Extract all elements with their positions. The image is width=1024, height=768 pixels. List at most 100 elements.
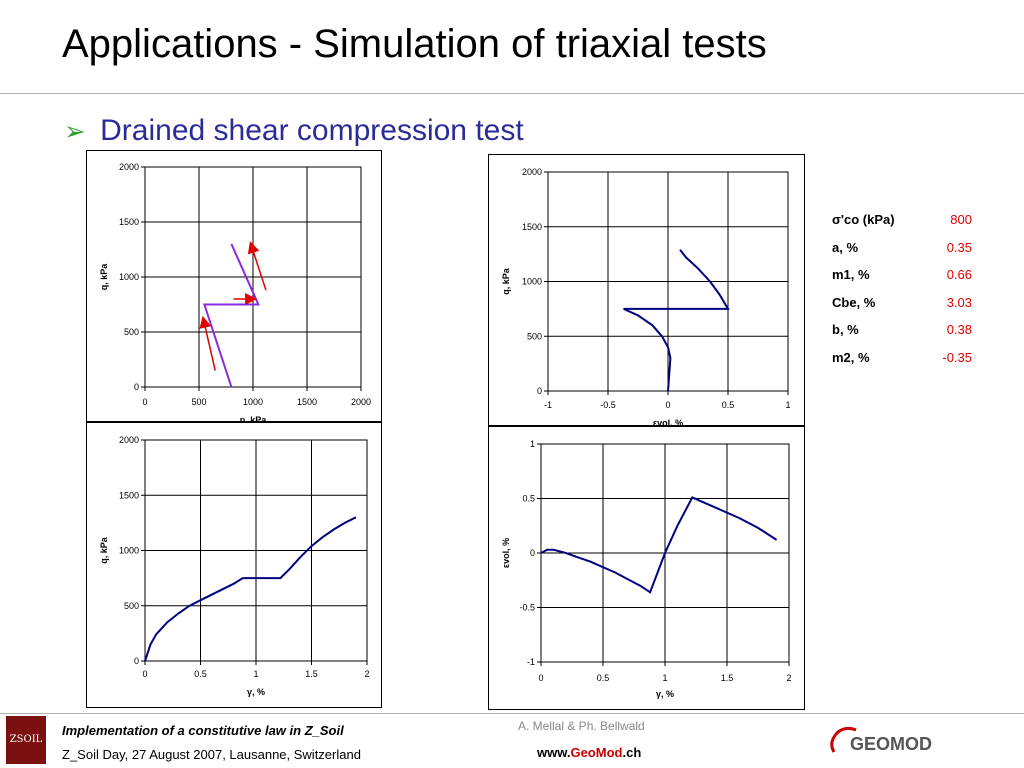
parameter-value: 800 — [950, 212, 972, 227]
slide-title: Applications - Simulation of triaxial te… — [62, 22, 767, 66]
footer-presentation-title: Implementation of a constitutive law in … — [62, 723, 344, 738]
x-tick-label: -0.5 — [600, 400, 616, 410]
y-tick-label: 500 — [124, 327, 139, 337]
y-tick-label: 2000 — [119, 435, 139, 445]
chart-q-vs-evol: -1 -0.5 0 0.5 1 0 500 1000 1500 2000 εvol, % q, kPa — [488, 154, 805, 427]
y-tick-label: 2000 — [119, 162, 139, 172]
y-tick-label: 500 — [527, 331, 542, 341]
parameter-value: 3.03 — [946, 294, 972, 310]
x-tick-label: 2 — [786, 673, 791, 683]
y-tick-label: 1000 — [119, 272, 139, 282]
geomod-logo-swoosh — [830, 726, 857, 753]
parameter-name: a, % — [832, 239, 859, 255]
x-tick-label: 0 — [142, 397, 147, 407]
footer-authors: A. Mellal & Ph. Bellwald — [518, 719, 645, 733]
parameter-row: Cbe, % 3.03 — [832, 295, 972, 323]
chart-q-vs-gamma: 0 0.5 1 1.5 2 0 500 1000 1500 2000 γ, % q, kPa — [86, 422, 382, 708]
y-tick-label: 0 — [134, 382, 139, 392]
url-suffix: .ch — [622, 745, 642, 760]
parameter-value: 0.35 — [946, 239, 972, 255]
y-tick-label: 1500 — [119, 490, 139, 500]
y-tick-label: 1 — [530, 439, 535, 449]
parameter-row: m1, % 0.66 — [832, 267, 972, 295]
footer-event: Z_Soil Day, 27 August 2007, Lausanne, Sw… — [62, 747, 361, 762]
y-tick-label: -1 — [527, 657, 535, 667]
url-mod: Mod — [595, 745, 623, 760]
y-tick-label: 0.5 — [522, 494, 535, 504]
footer-website-link[interactable]: www.GeoMod.ch — [537, 745, 641, 760]
y-tick-label: 0 — [530, 548, 535, 558]
parameter-row: a, % 0.35 — [832, 240, 972, 268]
y-tick-label: 1000 — [119, 546, 139, 556]
x-tick-label: -1 — [544, 400, 552, 410]
url-geo: Geo — [570, 745, 596, 760]
chart-evol-vs-gamma-svg: 0 0.5 1 1.5 2 -1 -0.5 0 0.5 1 γ, % εvol, % — [501, 439, 792, 699]
annotation-arrow — [199, 315, 216, 371]
x-tick-label: 1500 — [297, 397, 317, 407]
geomod-logo: GEOMOD — [830, 726, 932, 754]
y-tick-label: 1000 — [522, 277, 542, 287]
annotation-arrow — [247, 241, 267, 291]
x-tick-label: 1 — [662, 673, 667, 683]
x-tick-label: 0.5 — [194, 669, 207, 679]
parameter-name: σ'co (kPa) — [832, 212, 895, 227]
x-tick-label: 1.5 — [305, 669, 318, 679]
x-axis-label: p, kPa — [240, 415, 268, 423]
parameter-name: Cbe, % — [832, 294, 876, 310]
footer-divider — [0, 713, 1024, 714]
bullet-line: ➢ Drained shear compression test — [64, 114, 524, 148]
x-tick-label: 500 — [191, 397, 206, 407]
x-axis-label: εvol, % — [653, 418, 683, 427]
y-axis-label: q, kPa — [99, 263, 109, 291]
y-axis-label: q, kPa — [501, 267, 511, 295]
y-axis-label: εvol, % — [501, 538, 511, 568]
y-axis-label: q, kPa — [99, 536, 109, 564]
series-line — [540, 496, 778, 594]
x-tick-label: 1 — [785, 400, 790, 410]
series-line — [144, 516, 357, 662]
x-tick-label: 1 — [253, 669, 258, 679]
y-tick-label: 500 — [124, 601, 139, 611]
y-tick-label: 1500 — [522, 222, 542, 232]
title-divider — [0, 93, 1024, 94]
parameter-row: b, % 0.38 — [832, 322, 972, 350]
chart-q-vs-gamma-svg: 0 0.5 1 1.5 2 0 500 1000 1500 2000 γ, % q, kPa — [99, 435, 370, 697]
x-tick-label: 0.5 — [722, 400, 735, 410]
parameter-row: σ'co (kPa) 800 — [832, 212, 972, 240]
y-tick-label: -0.5 — [519, 603, 535, 613]
zsoil-logo: ZSOIL — [6, 716, 46, 764]
parameter-name: m1, % — [832, 267, 870, 282]
x-axis-label: γ, % — [247, 687, 265, 697]
bullet-arrow-icon: ➢ — [64, 116, 86, 146]
y-tick-label: 0 — [537, 386, 542, 396]
y-tick-label: 0 — [134, 656, 139, 666]
parameter-row: m2, % -0.35 — [832, 350, 972, 378]
x-tick-label: 1.5 — [721, 673, 734, 683]
y-tick-label: 2000 — [522, 167, 542, 177]
plot-area-frame — [144, 439, 368, 662]
x-tick-label: 2000 — [351, 397, 371, 407]
parameter-value: 0.38 — [946, 322, 972, 337]
x-tick-label: 0 — [665, 400, 670, 410]
y-tick-label: 1500 — [119, 217, 139, 227]
x-tick-label: 0 — [142, 669, 147, 679]
series-line — [203, 243, 260, 388]
series-line — [623, 249, 730, 392]
parameter-table: σ'co (kPa) 800 a, % 0.35 m1, % 0.66 Cbe, % 3.03… — [832, 212, 972, 377]
chart-q-vs-p-svg: 0 500 1000 1500 2000 0 500 1000 1500 2000 p, kPa q,… — [99, 162, 371, 423]
parameter-name: b, % — [832, 322, 859, 337]
x-axis-label: γ, % — [656, 689, 674, 699]
x-tick-label: 0.5 — [597, 673, 610, 683]
parameter-value: 0.66 — [946, 267, 972, 282]
chart-evol-vs-gamma: 0 0.5 1 1.5 2 -1 -0.5 0 0.5 1 γ, % εvol, % — [488, 426, 805, 710]
parameter-name: m2, % — [832, 349, 870, 365]
url-prefix: www. — [537, 745, 571, 760]
chart-q-vs-p: 0 500 1000 1500 2000 0 500 1000 1500 2000 p, kPa q,… — [86, 150, 382, 423]
geomod-logo-text: GEOMOD — [850, 734, 932, 754]
x-tick-label: 2 — [364, 669, 369, 679]
parameter-value: -0.35 — [942, 349, 972, 365]
plot-area-frame — [144, 166, 362, 388]
chart-q-vs-evol-svg: -1 -0.5 0 0.5 1 0 500 1000 1500 2000 εvol, % q, kPa — [501, 167, 791, 427]
x-tick-label: 1000 — [243, 397, 263, 407]
x-tick-label: 0 — [538, 673, 543, 683]
